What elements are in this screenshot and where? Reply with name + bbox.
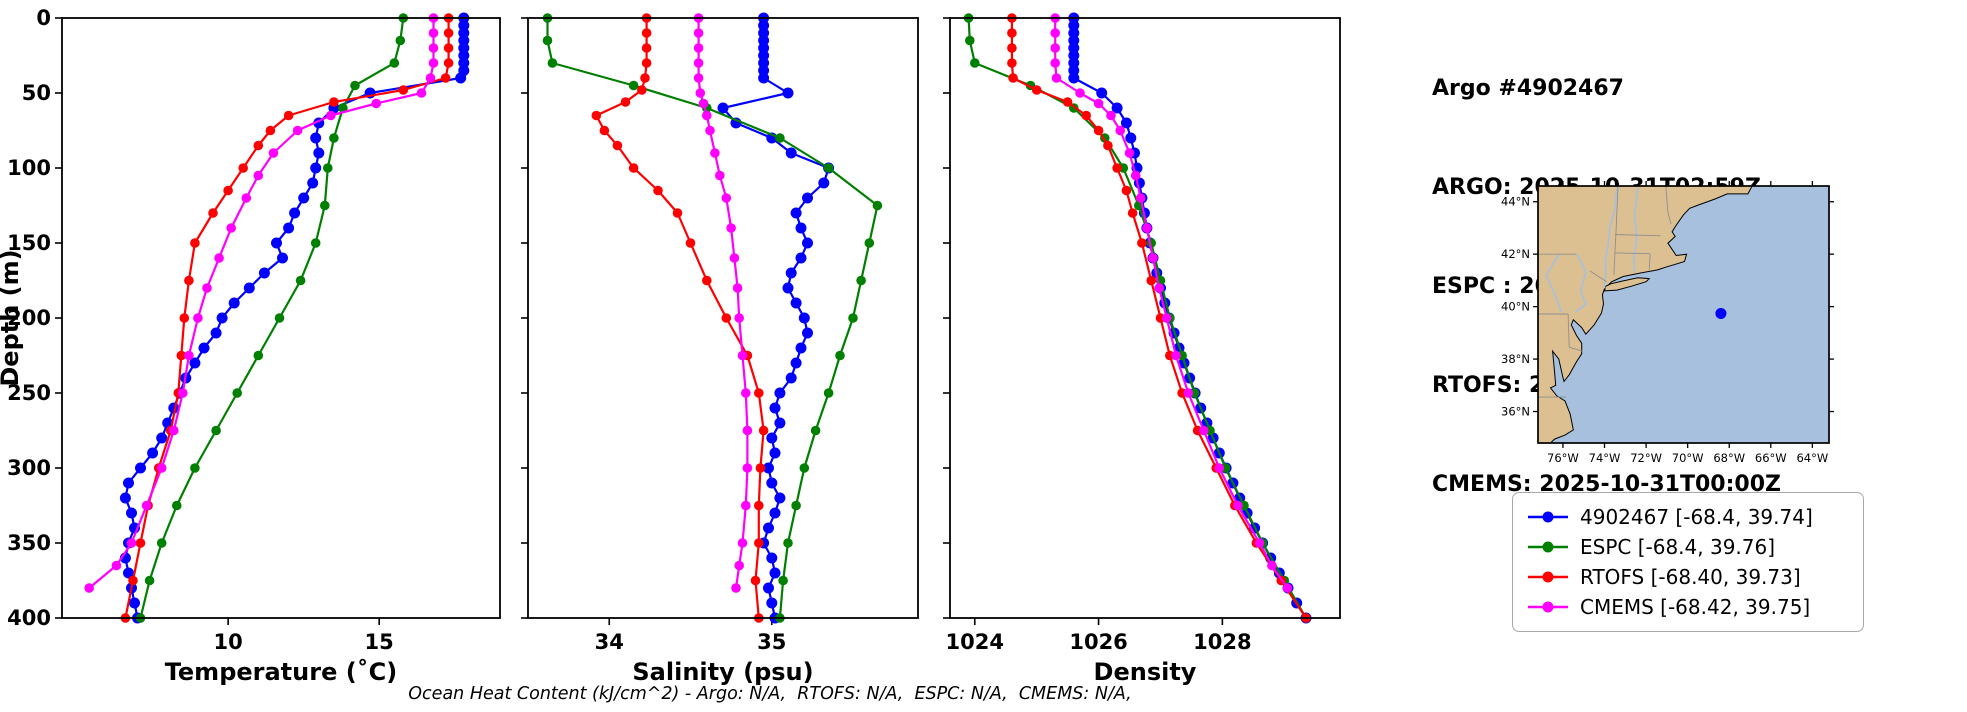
legend-item-espc: ESPC [-68.4, 39.76] (1525, 532, 1851, 562)
depth-tick-label: 0 (36, 6, 51, 30)
map-frame (1537, 185, 1830, 444)
density-panel: 1024 1026 1028 Density (943, 12, 1341, 686)
location-map: 44°N 42°N 40°N 38°N 36°N 76°W 74°W 72°W 70°W 68°W… (1501, 181, 1834, 465)
map-lon-label: 64°W (1796, 451, 1828, 465)
depth-axis-label: Depth (m) (0, 249, 24, 386)
series-espc-temperature (135, 13, 409, 623)
temperature-panel: 10 15050100150200250300350400Temperature … (7, 6, 501, 686)
map-lat-label: 44°N (1501, 195, 1530, 209)
salinity-panel: 34 35 Salinity (psu) (521, 12, 919, 686)
x-axis-label: Salinity (psu) (632, 658, 813, 686)
legend-item-cmems: CMEMS [-68.42, 39.75] (1525, 592, 1851, 622)
legend-label-espc: ESPC [-68.4, 39.76] (1580, 535, 1776, 559)
series-argo-4902467-density (1068, 12, 1312, 624)
series-argo-4902467-temperature (119, 12, 470, 624)
map-lon-label: 72°W (1630, 451, 1662, 465)
legend-marker-espc (1528, 541, 1568, 553)
depth-tick-label: 350 (7, 531, 51, 555)
depth-tick-label: 200 (7, 306, 51, 330)
depth-tick-label: 300 (7, 456, 51, 480)
legend: 4902467 [-68.4, 39.74] ESPC [-68.4, 39.76… (1512, 492, 1864, 632)
float-marker (1715, 307, 1727, 319)
depth-tick-label: 100 (7, 156, 51, 180)
map-lon-label: 66°W (1755, 451, 1787, 465)
map-lat-label: 42°N (1501, 247, 1530, 261)
series-cmems-salinity (693, 13, 753, 593)
map-lat-label: 36°N (1501, 405, 1530, 419)
series-rtofs-temperature (120, 13, 454, 623)
legend-item-argo-4902467: 4902467 [-68.4, 39.74] (1525, 502, 1851, 532)
map-lon-label: 74°W (1589, 451, 1621, 465)
map-lon-label: 76°W (1547, 451, 1579, 465)
series-espc-salinity (542, 13, 883, 623)
map-lat-label: 40°N (1501, 300, 1530, 314)
profile-charts: 10 15050100150200250300350400Temperature … (0, 6, 1341, 686)
x-axis-label: Density (1094, 658, 1197, 686)
series-cmems-density (1050, 13, 1293, 593)
depth-tick-label: 50 (22, 81, 51, 105)
depth-tick-label: 400 (7, 606, 51, 630)
x-tick-label: 10 (214, 630, 243, 654)
x-tick-label: 1026 (1069, 630, 1127, 654)
map-state-borders (1538, 186, 1672, 398)
map-lon-label: 70°W (1672, 451, 1704, 465)
legend-marker-rtofs (1528, 571, 1568, 583)
legend-item-rtofs: RTOFS [-68.40, 39.73] (1525, 562, 1851, 592)
series-argo-4902467-salinity (717, 12, 835, 624)
series-rtofs-density (1007, 13, 1311, 623)
x-tick-label: 35 (757, 630, 786, 654)
x-axis-label: Temperature (˚C) (165, 658, 398, 686)
legend-label-argo-4902467: 4902467 [-68.4, 39.74] (1580, 505, 1813, 529)
depth-tick-label: 250 (7, 381, 51, 405)
x-tick-label: 15 (365, 630, 394, 654)
map-lat-label: 38°N (1501, 352, 1530, 366)
ohc-caption: Ocean Heat Content (kJ/cm^2) - Argo: N/A… (408, 684, 1132, 704)
legend-label-cmems: CMEMS [-68.42, 39.75] (1580, 595, 1811, 619)
x-tick-label: 1024 (946, 630, 1004, 654)
depth-tick-label: 150 (7, 231, 51, 255)
map-lon-label: 68°W (1713, 451, 1745, 465)
map-land (1538, 186, 1753, 443)
legend-marker-cmems (1528, 601, 1568, 613)
header-title: Argo #4902467 (1432, 76, 1624, 101)
legend-marker-argo-4902467 (1528, 511, 1568, 523)
series-rtofs-salinity (591, 13, 769, 623)
x-tick-label: 34 (595, 630, 624, 654)
legend-label-rtofs: RTOFS [-68.40, 39.73] (1580, 565, 1801, 589)
x-tick-label: 1028 (1193, 630, 1251, 654)
series-cmems-temperature (84, 13, 439, 593)
map-rivers (1545, 186, 1639, 313)
